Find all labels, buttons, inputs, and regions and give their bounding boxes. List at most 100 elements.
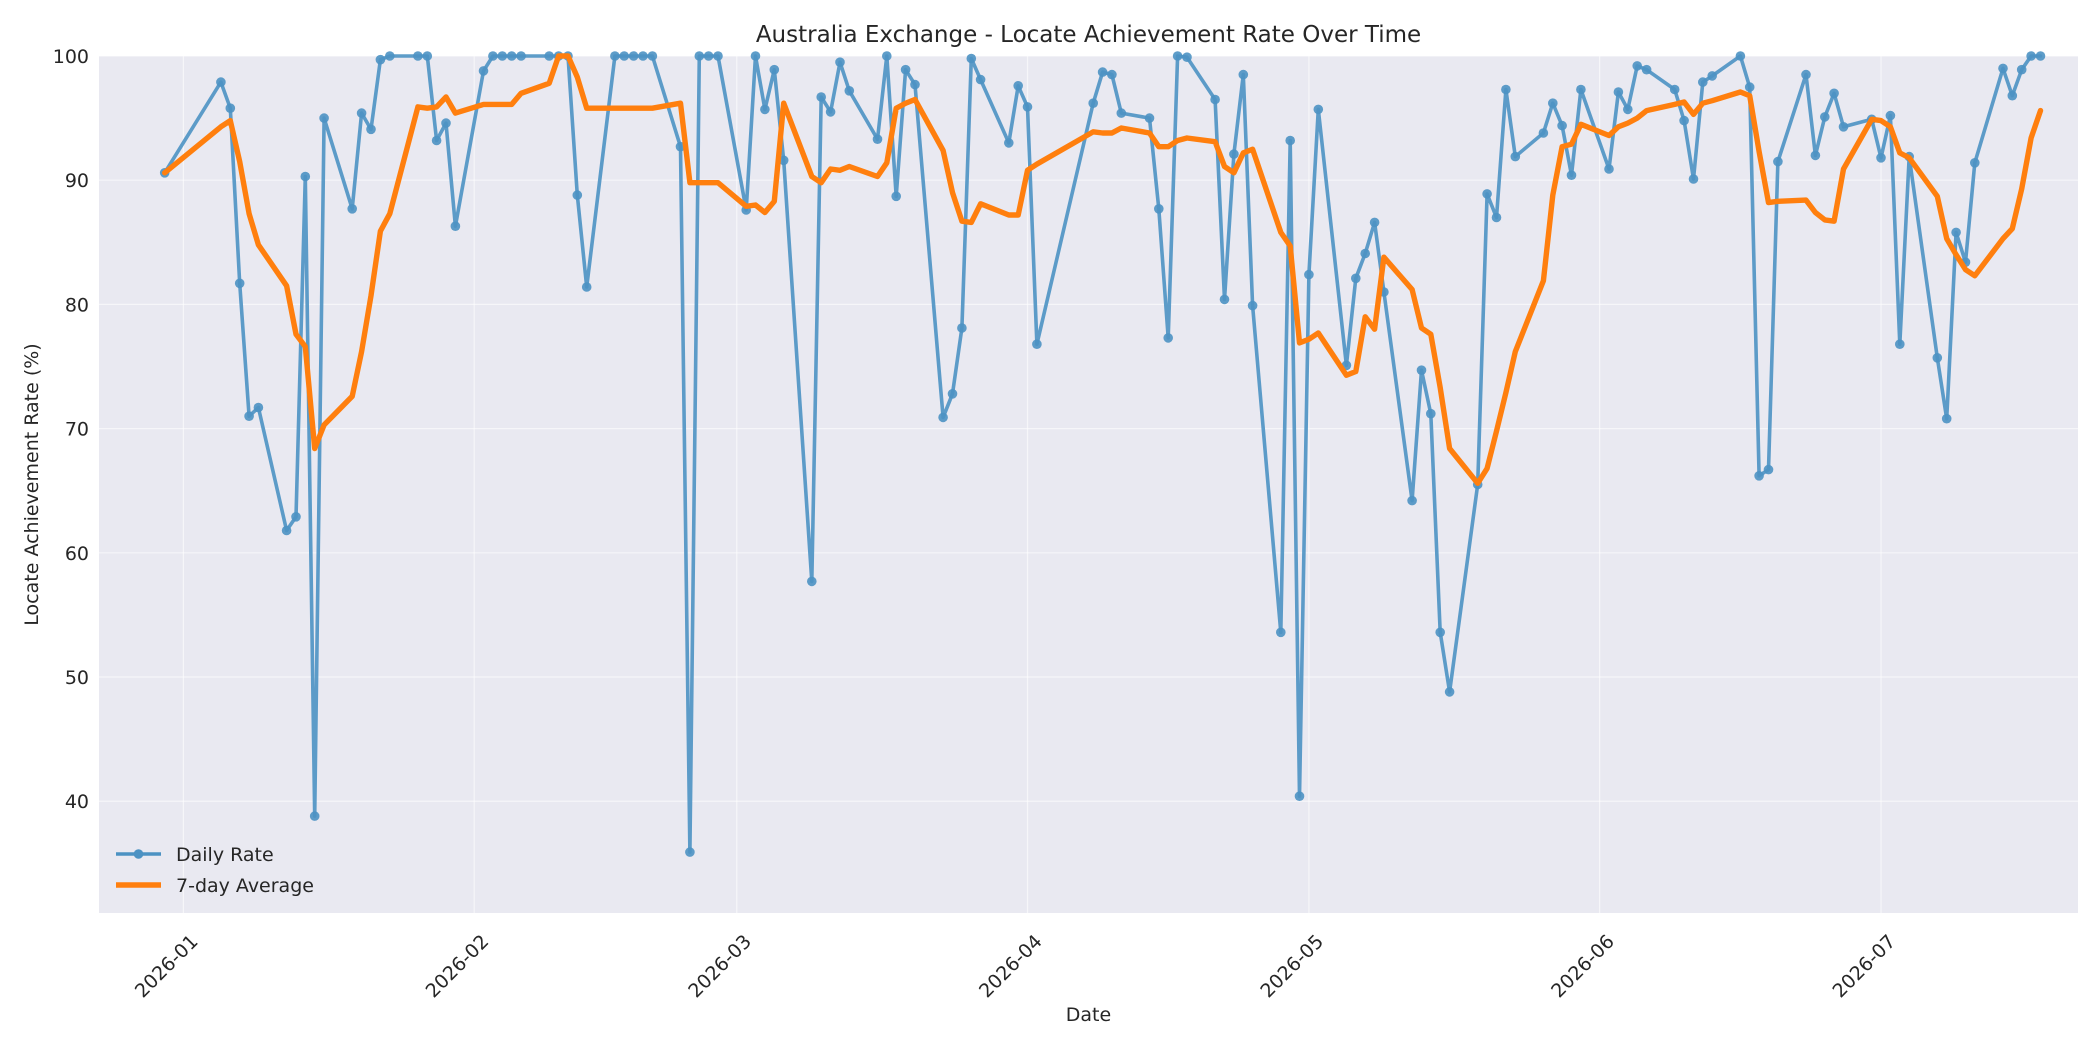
daily-rate-point [938, 412, 948, 423]
chart-title: Australia Exchange - Locate Achievement … [756, 22, 1421, 48]
daily-rate-point [1951, 227, 1961, 238]
daily-rate-point [825, 107, 836, 117]
daily-rate-point [216, 77, 226, 87]
daily-rate-point [1163, 333, 1173, 343]
daily-rate-point [807, 576, 817, 587]
daily-rate-point [1426, 408, 1436, 419]
daily-rate-point [1838, 122, 1849, 132]
daily-rate-point [1566, 170, 1577, 180]
daily-rate-point [760, 104, 770, 115]
daily-rate-point [1679, 115, 1689, 126]
daily-rate-point [975, 74, 986, 85]
daily-rate-point [1548, 98, 1558, 108]
daily-rate-point [1294, 791, 1305, 801]
daily-rate-point [1895, 339, 1905, 350]
y-tick-label: 90 [65, 170, 89, 192]
daily-rate-point [581, 282, 592, 292]
daily-rate-point [281, 525, 292, 536]
daily-rate-point [1107, 69, 1117, 80]
daily-rate-point [253, 402, 264, 413]
daily-rate-point [1491, 212, 1502, 223]
daily-rate-point [1022, 102, 1033, 112]
daily-rate-point [703, 51, 714, 61]
daily-rate-point [628, 51, 639, 61]
legend: Daily Rate 7-day Average [116, 844, 314, 897]
daily-rate-point [694, 51, 705, 61]
daily-rate-point [872, 134, 883, 144]
daily-rate-point [1932, 353, 1943, 363]
daily-rate-point [1219, 294, 1230, 305]
legend-marker-daily-rate [133, 849, 144, 859]
daily-rate-point [544, 51, 554, 61]
daily-rate-point [1285, 135, 1295, 146]
daily-rate-point [1632, 61, 1642, 71]
daily-rate-point [516, 51, 526, 61]
daily-rate-point [1182, 52, 1192, 62]
daily-rate-point [1313, 104, 1324, 115]
daily-rate-point [2016, 64, 2027, 75]
daily-rate-point [1482, 189, 1492, 199]
x-tick-label: 2026-03 [684, 931, 756, 1003]
daily-rate-point [1172, 51, 1183, 61]
x-tick-label: 2026-06 [1547, 931, 1619, 1003]
daily-rate-point [244, 411, 254, 422]
daily-rate-point [1416, 365, 1427, 376]
daily-rate-point [1444, 687, 1455, 697]
daily-rate-point [966, 53, 977, 64]
daily-rate-point [1641, 64, 1652, 75]
daily-rate-point [234, 278, 245, 289]
daily-rate-point [1369, 217, 1380, 228]
x-tick-label: 2026-05 [1256, 931, 1328, 1003]
daily-rate-point [910, 79, 920, 90]
daily-rate-point [572, 190, 583, 200]
daily-rate-point [1773, 156, 1783, 167]
y-tick-label: 40 [65, 791, 89, 813]
daily-rate-point [638, 51, 648, 61]
daily-rate-point [1763, 464, 1774, 475]
daily-rate-point [2007, 90, 2018, 101]
y-tick-label: 80 [65, 294, 89, 316]
daily-rate-point [431, 135, 442, 146]
daily-rate-point [1707, 71, 1717, 81]
daily-rate-point [647, 51, 658, 61]
daily-rate-point [1088, 98, 1098, 108]
daily-rate-point [1970, 158, 1980, 168]
daily-rate-point [2026, 51, 2036, 61]
legend-label-daily-rate: Daily Rate [176, 844, 274, 866]
daily-rate-point [1435, 627, 1445, 638]
daily-rate-point [1735, 51, 1746, 61]
y-tick-label: 60 [65, 543, 89, 565]
daily-rate-point [769, 64, 780, 75]
daily-rate-point [1238, 69, 1249, 80]
daily-rate-point [1604, 164, 1614, 174]
daily-rate-point [356, 108, 367, 118]
daily-rate-point [506, 51, 517, 61]
daily-rate-point [835, 57, 845, 67]
daily-rate-point [1998, 63, 2008, 74]
daily-rate-point [882, 51, 892, 61]
daily-rate-point [1538, 128, 1549, 138]
daily-rate-point [1576, 84, 1586, 95]
x-tick-label: 2026-01 [131, 931, 203, 1003]
daily-rate-point [1501, 84, 1511, 95]
daily-rate-point [844, 86, 855, 96]
daily-rate-point [750, 51, 761, 61]
daily-rate-point [1154, 204, 1164, 214]
daily-rate-point [1032, 339, 1042, 350]
daily-rate-point [413, 51, 423, 61]
daily-rate-point [778, 155, 789, 166]
x-tick-label: 2026-07 [1828, 931, 1900, 1003]
y-tick-label: 50 [65, 667, 89, 689]
daily-rate-point [319, 113, 329, 123]
daily-rate-point [497, 51, 508, 61]
daily-rate-point [1820, 112, 1830, 122]
daily-rate-point [422, 51, 433, 61]
daily-rate-point [1210, 94, 1220, 105]
y-axis-label: Locate Achievement Rate (%) [21, 343, 43, 625]
daily-rate-point [1829, 88, 1839, 99]
x-tick-label: 2026-04 [975, 931, 1047, 1003]
x-tick-label: 2026-02 [422, 931, 494, 1003]
legend-label-7-day-average: 7-day Average [176, 875, 314, 897]
grid-layer [99, 55, 2078, 913]
